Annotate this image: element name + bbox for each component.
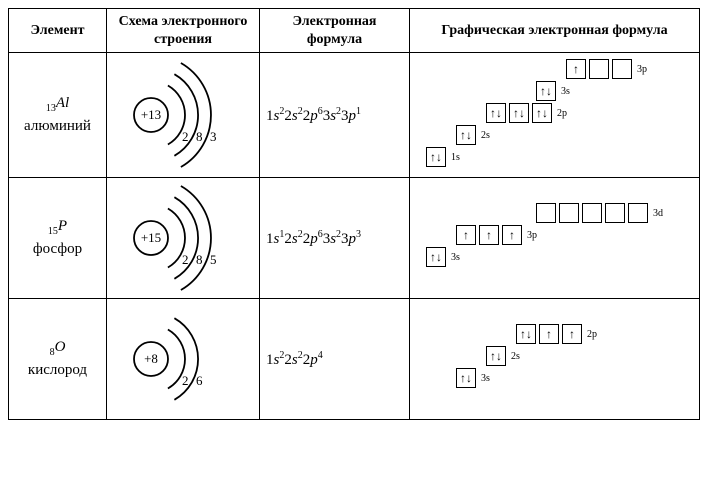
orbital-box: ↑ xyxy=(502,225,522,245)
hdr-graphical: Графическая электронная формула xyxy=(410,9,700,53)
element-row: 8O кислород +826 1s22s22p4 ↑↓3s↑↓2s↑↓↑↑2… xyxy=(9,299,700,420)
orbital-level: ↑↑↑3p xyxy=(456,225,537,245)
hdr-formula: Электронная формула xyxy=(260,9,410,53)
orbital-level: ↑↓↑↓↑↓2p xyxy=(486,103,567,123)
orbital-box: ↑ xyxy=(456,225,476,245)
orbital-box: ↑↓ xyxy=(486,103,506,123)
orbital-diagram: ↑↓3s↑↓2s↑↓↑↑2p xyxy=(416,322,693,396)
orbital-label: 3d xyxy=(653,208,663,219)
orbital-box xyxy=(605,203,625,223)
scheme-cell: +8 26 xyxy=(107,299,260,420)
orbital-box: ↑↓ xyxy=(509,103,529,123)
orbital-level: ↑↓ 2s xyxy=(486,346,520,366)
orbital-box: ↑ xyxy=(479,225,499,245)
svg-text:6: 6 xyxy=(196,373,203,388)
orbital-label: 1s xyxy=(451,152,460,163)
orbital-label: 2p xyxy=(557,108,567,119)
svg-text:2: 2 xyxy=(182,373,189,388)
orbital-box: ↑ xyxy=(566,59,586,79)
element-symbol: 15P xyxy=(15,218,100,237)
svg-text:2: 2 xyxy=(182,252,189,267)
orbital-box xyxy=(612,59,632,79)
svg-text:+15: +15 xyxy=(141,230,161,245)
orbital-level: ↑↓ 2s xyxy=(456,125,490,145)
atom-scheme-svg: +8 26 xyxy=(113,303,253,415)
graphical-cell: ↑↓3s↑↓2s↑↓↑↑2p xyxy=(410,299,700,420)
scheme-cell: +13 283 xyxy=(107,53,260,178)
orbital-box xyxy=(582,203,602,223)
orbital-label: 2p xyxy=(587,329,597,340)
graphical-cell: ↑↓1s↑↓2s↑↓↑↓↑↓2p↑↓3s↑3p xyxy=(410,53,700,178)
svg-text:5: 5 xyxy=(210,252,217,267)
orbital-level: ↑↓↑↑2p xyxy=(516,324,597,344)
element-row: 13Al алюминий +13 283 1s22s22p63s23p1 ↑↓ 1… xyxy=(9,53,700,178)
orbital-box: ↑↓ xyxy=(426,147,446,167)
orbital-box: ↑ xyxy=(539,324,559,344)
orbital-label: 3s xyxy=(561,86,570,97)
graphical-cell: ↑↓3s↑↑↑3p3d xyxy=(410,178,700,299)
orbital-level: 3d xyxy=(536,203,663,223)
orbital-label: 3s xyxy=(481,373,490,384)
formula-cell: 1s12s22p63s23p3 xyxy=(260,178,410,299)
orbital-label: 2s xyxy=(511,351,520,362)
orbital-box: ↑↓ xyxy=(532,103,552,123)
orbital-box: ↑ xyxy=(562,324,582,344)
element-name: фосфор xyxy=(15,241,100,258)
hdr-element: Элемент xyxy=(9,9,107,53)
orbital-level: ↑↓ 3s xyxy=(456,368,490,388)
orbital-diagram: ↑↓3s↑↑↑3p3d xyxy=(416,201,693,275)
orbital-level: ↑↓ 3s xyxy=(426,247,460,267)
orbital-box xyxy=(628,203,648,223)
element-cell: 8O кислород xyxy=(9,299,107,420)
atom-scheme-svg: +13 283 xyxy=(113,59,253,171)
formula-cell: 1s22s22p4 xyxy=(260,299,410,420)
orbital-label: 3p xyxy=(527,230,537,241)
electron-structure-table: Элемент Схема электронного строения Элек… xyxy=(8,8,700,420)
element-row: 15P фосфор +15285 1s12s22p63s23p3 ↑↓3s↑↑… xyxy=(9,178,700,299)
element-name: кислород xyxy=(15,362,100,379)
element-cell: 15P фосфор xyxy=(9,178,107,299)
svg-text:3: 3 xyxy=(210,129,217,144)
scheme-cell: +15 285 xyxy=(107,178,260,299)
svg-text:8: 8 xyxy=(196,252,203,267)
element-name: алюминий xyxy=(15,118,100,135)
formula-cell: 1s22s22p63s23p1 xyxy=(260,53,410,178)
element-cell: 13Al алюминий xyxy=(9,53,107,178)
orbital-label: 2s xyxy=(481,130,490,141)
atom-scheme-svg: +15 285 xyxy=(113,182,253,294)
orbital-level: ↑↓ 1s xyxy=(426,147,460,167)
svg-text:8: 8 xyxy=(196,129,203,144)
orbital-label: 3s xyxy=(451,252,460,263)
orbital-box: ↑↓ xyxy=(516,324,536,344)
element-symbol: 8O xyxy=(15,339,100,358)
svg-text:+13: +13 xyxy=(141,107,161,122)
orbital-label: 3p xyxy=(637,64,647,75)
orbital-level: ↑ 3p xyxy=(566,59,647,79)
orbital-box: ↑↓ xyxy=(486,346,506,366)
header-row: Элемент Схема электронного строения Элек… xyxy=(9,9,700,53)
orbital-box xyxy=(559,203,579,223)
element-symbol: 13Al xyxy=(15,95,100,114)
orbital-box: ↑↓ xyxy=(456,125,476,145)
svg-text:+8: +8 xyxy=(144,351,158,366)
orbital-box: ↑↓ xyxy=(536,81,556,101)
hdr-scheme: Схема электронного строения xyxy=(107,9,260,53)
orbital-box: ↑↓ xyxy=(426,247,446,267)
svg-text:2: 2 xyxy=(182,129,189,144)
orbital-diagram: ↑↓1s↑↓2s↑↓↑↓↑↓2p↑↓3s↑3p xyxy=(416,57,693,173)
orbital-box xyxy=(589,59,609,79)
orbital-box xyxy=(536,203,556,223)
orbital-box: ↑↓ xyxy=(456,368,476,388)
orbital-level: ↑↓ 3s xyxy=(536,81,570,101)
